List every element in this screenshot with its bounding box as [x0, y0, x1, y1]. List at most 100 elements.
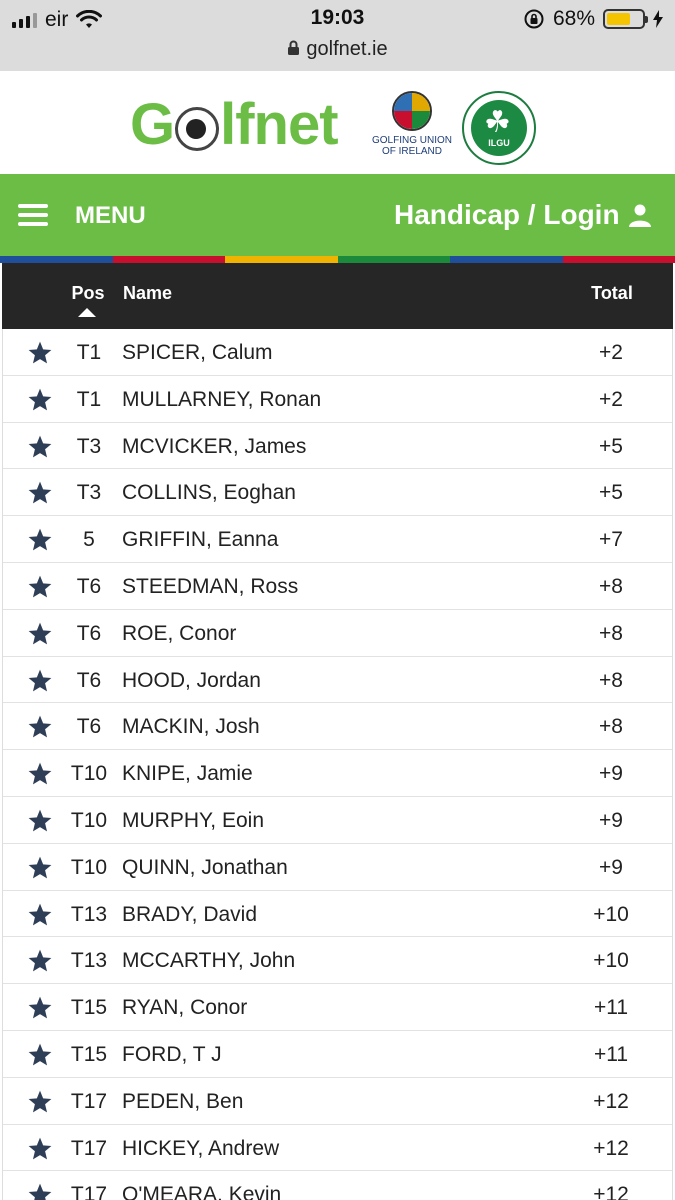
- row-position: T10: [70, 808, 108, 832]
- table-row[interactable]: T13 MCCARTHY, John +10: [3, 937, 672, 985]
- row-position: T17: [70, 1089, 108, 1113]
- favourite-star-icon[interactable]: [27, 434, 53, 460]
- favourite-star-icon[interactable]: [27, 714, 53, 740]
- row-position: T3: [76, 434, 102, 458]
- row-player-name[interactable]: MCCARTHY, John: [122, 949, 296, 973]
- table-row[interactable]: 5 GRIFFIN, Eanna +7: [3, 516, 672, 563]
- table-row[interactable]: T15 FORD, T J +11: [3, 1031, 672, 1078]
- row-total: +7: [599, 528, 623, 552]
- ios-status-bar: eir 19:03 golfnet.ie 68%: [0, 0, 675, 71]
- row-player-name[interactable]: SPICER, Calum: [122, 341, 273, 364]
- gui-logo[interactable]: GOLFING UNION OF IRELAND: [368, 91, 456, 157]
- table-row[interactable]: T17 PEDEN, Ben +12: [3, 1078, 672, 1125]
- row-total: +11: [593, 1042, 629, 1066]
- row-player-name[interactable]: BRADY, David: [122, 902, 258, 926]
- favourite-star-icon[interactable]: [27, 387, 53, 413]
- row-player-name[interactable]: O'MEARA, Kevin: [122, 1183, 282, 1200]
- wifi-icon: [76, 10, 103, 28]
- logo-text-rest: lfnet: [220, 92, 338, 157]
- row-total: +12: [593, 1183, 629, 1200]
- row-player-name[interactable]: MACKIN, Josh: [122, 715, 260, 739]
- favourite-star-icon[interactable]: [27, 1089, 53, 1115]
- table-row[interactable]: T1 SPICER, Calum +2: [3, 329, 672, 376]
- menu-button[interactable]: MENU: [75, 202, 146, 229]
- color-strip: [0, 256, 675, 263]
- table-row[interactable]: T3 MCVICKER, James +5: [3, 423, 672, 470]
- table-row[interactable]: T15 RYAN, Conor +11: [3, 984, 672, 1031]
- favourite-star-icon[interactable]: [27, 527, 53, 553]
- column-header-name[interactable]: Name: [123, 283, 173, 303]
- favourite-star-icon[interactable]: [27, 948, 53, 974]
- main-nav-bar: MENU Handicap / Login: [0, 174, 675, 256]
- handicap-login-link[interactable]: Handicap / Login: [394, 199, 620, 230]
- favourite-star-icon[interactable]: [27, 855, 53, 881]
- favourite-star-icon[interactable]: [27, 668, 53, 694]
- row-player-name[interactable]: MULLARNEY, Ronan: [122, 387, 322, 411]
- row-total: +2: [599, 341, 623, 364]
- table-row[interactable]: T6 ROE, Conor +8: [3, 610, 672, 657]
- table-row[interactable]: T3 COLLINS, Eoghan +5: [3, 469, 672, 517]
- user-icon[interactable]: [628, 203, 652, 227]
- row-player-name[interactable]: QUINN, Jonathan: [122, 855, 288, 879]
- row-position: T13: [70, 902, 108, 926]
- favourite-star-icon[interactable]: [27, 621, 53, 647]
- hamburger-menu-icon[interactable]: [18, 204, 48, 226]
- strip-segment: [450, 256, 563, 263]
- table-row[interactable]: T10 QUINN, Jonathan +9: [3, 844, 672, 891]
- row-player-name[interactable]: HOOD, Jordan: [122, 668, 261, 692]
- table-row[interactable]: T10 KNIPE, Jamie +9: [3, 750, 672, 797]
- row-total: +12: [593, 1089, 629, 1113]
- row-player-name[interactable]: KNIPE, Jamie: [122, 762, 253, 786]
- ilgu-badge: ☘ ILGU: [471, 100, 527, 156]
- row-position: T3: [76, 481, 102, 505]
- table-row[interactable]: T13 BRADY, David +10: [3, 891, 672, 938]
- golf-ball-icon: [175, 106, 220, 151]
- ilgu-logo[interactable]: ☘ ILGU: [462, 91, 536, 165]
- row-player-name[interactable]: MCVICKER, James: [122, 434, 307, 458]
- row-total: +8: [599, 668, 623, 692]
- url-text: golfnet.ie: [306, 38, 388, 60]
- shamrock-icon: ☘: [484, 106, 511, 139]
- battery-percent: 68%: [552, 7, 595, 30]
- table-row[interactable]: T17 HICKEY, Andrew +12: [3, 1125, 672, 1172]
- row-position: T6: [76, 715, 102, 739]
- favourite-star-icon[interactable]: [27, 340, 53, 366]
- row-player-name[interactable]: ROE, Conor: [122, 621, 237, 645]
- table-row[interactable]: T1 MULLARNEY, Ronan +2: [3, 376, 672, 423]
- favourite-star-icon[interactable]: [27, 761, 53, 787]
- favourite-star-icon[interactable]: [27, 1182, 53, 1200]
- table-row[interactable]: T6 HOOD, Jordan +8: [3, 657, 672, 704]
- row-player-name[interactable]: COLLINS, Eoghan: [122, 481, 296, 505]
- favourite-star-icon[interactable]: [27, 808, 53, 834]
- favourite-star-icon[interactable]: [27, 1042, 53, 1068]
- favourite-star-icon[interactable]: [27, 574, 53, 600]
- row-player-name[interactable]: HICKEY, Andrew: [122, 1136, 280, 1160]
- strip-segment: [112, 256, 225, 263]
- row-position: T10: [70, 762, 108, 786]
- row-player-name[interactable]: MURPHY, Eoin: [122, 808, 264, 832]
- address-bar[interactable]: golfnet.ie: [0, 38, 675, 61]
- clock-time: 19:03: [310, 6, 365, 29]
- favourite-star-icon[interactable]: [27, 480, 53, 506]
- table-row[interactable]: T6 MACKIN, Josh +8: [3, 703, 672, 751]
- carrier-label: eir: [45, 8, 69, 31]
- column-header-pos[interactable]: Pos: [71, 283, 105, 303]
- table-row[interactable]: T6 STEEDMAN, Ross +8: [3, 563, 672, 610]
- row-player-name[interactable]: STEEDMAN, Ross: [122, 574, 299, 598]
- favourite-star-icon[interactable]: [27, 902, 53, 928]
- favourite-star-icon[interactable]: [27, 1136, 53, 1162]
- row-position: T1: [76, 341, 102, 364]
- table-row[interactable]: T17 O'MEARA, Kevin +12: [3, 1171, 672, 1200]
- row-player-name[interactable]: GRIFFIN, Eanna: [122, 528, 279, 552]
- carrier-group: eir: [12, 8, 103, 32]
- row-player-name[interactable]: FORD, T J: [122, 1042, 222, 1066]
- row-total: +2: [599, 387, 623, 411]
- column-header-total[interactable]: Total: [591, 283, 633, 303]
- favourite-star-icon[interactable]: [27, 995, 53, 1021]
- sort-ascending-icon[interactable]: [78, 308, 96, 317]
- table-row[interactable]: T10 MURPHY, Eoin +9: [3, 797, 672, 844]
- row-player-name[interactable]: RYAN, Conor: [122, 996, 248, 1020]
- row-player-name[interactable]: PEDEN, Ben: [122, 1089, 244, 1113]
- row-total: +12: [593, 1136, 629, 1160]
